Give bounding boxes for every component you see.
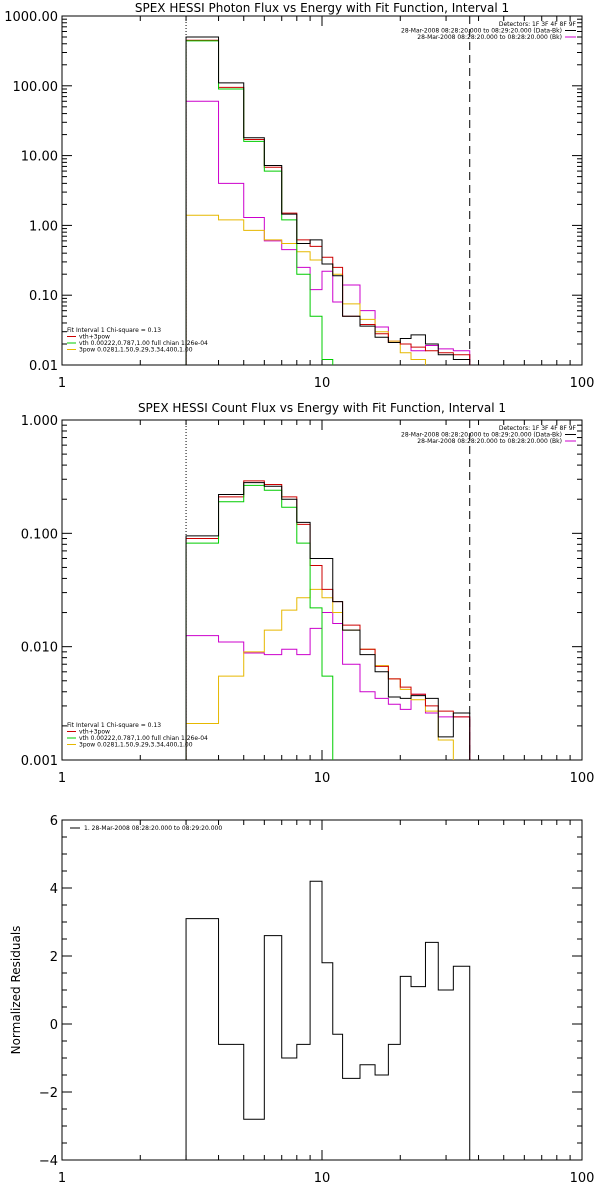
- x-tick-label: 10: [314, 1171, 331, 1186]
- series-data-bk: [185, 36, 471, 365]
- series-3pow: [185, 214, 471, 365]
- fit-legend-entry: vth+3pow: [79, 729, 110, 736]
- y-tick-label: 1.000: [21, 414, 58, 429]
- legend-entry: 28-Mar-2008 08:28:20.000 to 08:29:20.000…: [401, 432, 562, 439]
- legend-entry: Detectors: 1F 3F 4F 8F 9F: [499, 425, 577, 432]
- y-tick-label: 0.001: [21, 754, 58, 769]
- fit-legend-entry: vth 0.00222,0.787,1.00 full chian 1.26e-…: [79, 340, 208, 347]
- series-bk: [185, 100, 471, 365]
- plot-frame: [61, 819, 583, 1161]
- legend-entry: Detectors: 1F 3F 4F 8F 9F: [499, 21, 577, 28]
- legend-entry: 28-Mar-2008 08:28:20.000 to 08:28:20.000…: [417, 34, 562, 41]
- fit-legend-entry: Fit Interval 1 Chi-square = 0.13: [67, 722, 161, 729]
- fit-legend-entry: 3pow 0.0281,1.50,9.29,3.34,400,1.00: [79, 347, 193, 354]
- legend-entry: 28-Mar-2008 08:28:20.000 to 08:29:20.000…: [401, 28, 562, 35]
- y-tick-label: 4: [50, 882, 58, 897]
- y-tick-label: 1.00: [29, 219, 58, 234]
- y-tick-label: 0: [50, 1018, 58, 1033]
- legend-entry: 28-Mar-2008 08:28:20.000 to 08:28:20.000…: [417, 438, 562, 445]
- count-flux-panel: SPEX HESSI Count Flux vs Energy with Fit…: [21, 401, 595, 786]
- y-tick-label: 0.010: [21, 641, 58, 656]
- series-bk: [185, 612, 471, 760]
- y-tick-label: 2: [50, 950, 58, 965]
- x-tick-label: 100: [570, 771, 595, 786]
- fit-legend-entry: vth+3pow: [79, 334, 110, 341]
- series-vth: [185, 40, 344, 365]
- x-tick-label: 1: [58, 1171, 66, 1186]
- y-tick-label: 10.00: [21, 150, 58, 165]
- y-tick-label: 6: [50, 814, 58, 829]
- fit-legend-entry: vth 0.00222,0.787,1.00 full chian 1.26e-…: [79, 735, 208, 742]
- series-1-28-mar-2008-08-28-20-000-to-08-29-20-000: [185, 880, 471, 1160]
- series-3pow: [185, 588, 471, 760]
- x-tick-label: 100: [570, 376, 595, 391]
- y-tick-label: 0.100: [21, 527, 58, 542]
- fit-legend-entry: 3pow 0.0281,1.50,9.29,3.34,400,1.00: [79, 742, 193, 749]
- chart-title: SPEX HESSI Count Flux vs Energy with Fit…: [138, 401, 506, 415]
- y-tick-label: 0.10: [29, 289, 58, 304]
- y-tick-label: −4: [39, 1154, 58, 1169]
- series-vth: [185, 484, 344, 760]
- plot-frame: [61, 15, 583, 366]
- series-vth-3pow: [185, 480, 471, 760]
- photon-flux-panel: SPEX HESSI Photon Flux vs Energy with Fi…: [4, 1, 594, 391]
- x-tick-label: 10: [314, 771, 331, 786]
- residuals-panel: 1 10 100 −4 −2 0 2 4 6 Normalized Residuals 1. 28-…: [9, 814, 594, 1186]
- y-tick-label: 0.01: [29, 359, 58, 374]
- x-tick-label: 100: [570, 1171, 595, 1186]
- y-axis-label: Normalized Residuals: [9, 926, 23, 1055]
- x-tick-label: 10: [314, 376, 331, 391]
- fit-legend-entry: Fit Interval 1 Chi-square = 0.13: [67, 327, 161, 334]
- legend-entry: 1. 28-Mar-2008 08:28:20.000 to 08:29:20.…: [84, 825, 222, 832]
- x-tick-label: 1: [58, 376, 66, 391]
- chart-title: SPEX HESSI Photon Flux vs Energy with Fi…: [135, 1, 509, 15]
- y-tick-label: 100.00: [13, 80, 59, 95]
- y-tick-label: −2: [39, 1086, 58, 1101]
- y-tick-label: 1000.00: [4, 10, 58, 25]
- x-tick-label: 1: [58, 771, 66, 786]
- series-data-bk: [185, 482, 471, 760]
